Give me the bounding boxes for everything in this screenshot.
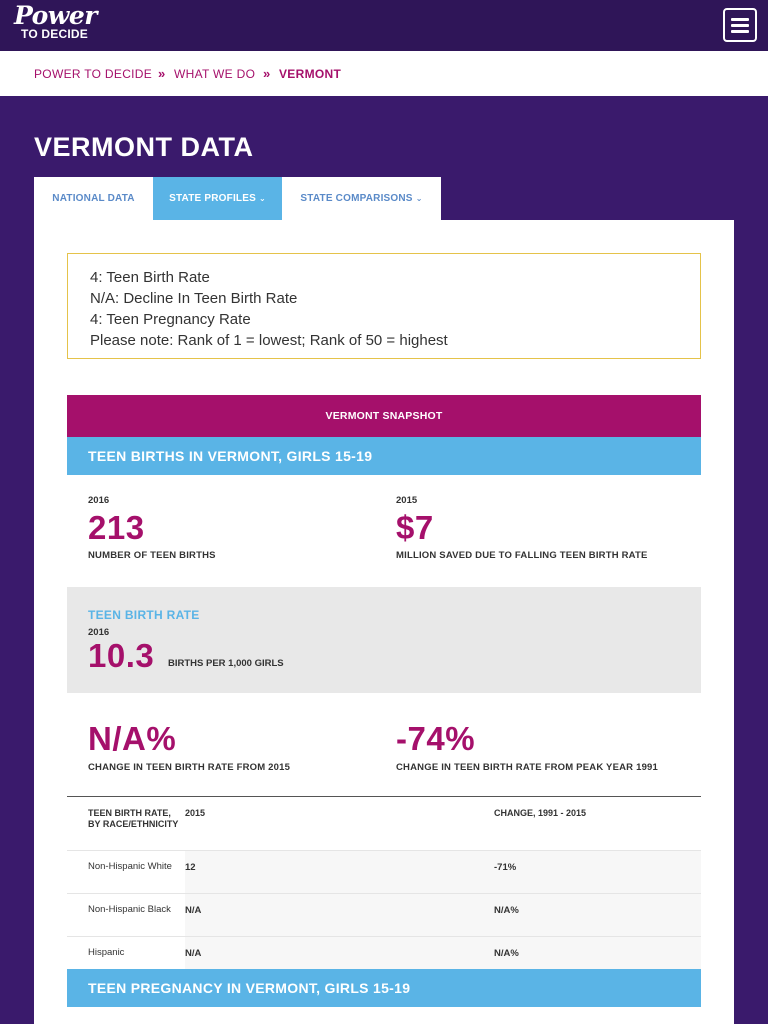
tab-state-profiles[interactable]: STATE PROFILES ⌄ bbox=[153, 177, 282, 220]
breadcrumb: POWER TO DECIDE » WHAT WE DO » VERMONT bbox=[0, 51, 768, 96]
table-cell-value: 12 bbox=[185, 851, 701, 893]
logo-text-top: Power bbox=[14, 1, 97, 30]
cell-value: 12 bbox=[185, 862, 196, 873]
rank-decline-teen-birth-rate: N/A: Decline In Teen Birth Rate bbox=[90, 290, 298, 307]
state-rankings-box: 4: Teen Birth Rate N/A: Decline In Teen … bbox=[67, 253, 701, 359]
breadcrumb-current: VERMONT bbox=[279, 67, 342, 81]
breadcrumb-what-we-do-link[interactable]: WHAT WE DO bbox=[174, 67, 256, 81]
stat-money-saved: 2015 $7 MILLION SAVED DUE TO FALLING TEE… bbox=[396, 495, 648, 561]
stat-label: CHANGE IN TEEN BIRTH RATE FROM 2015 bbox=[88, 762, 291, 773]
stat-change-from-2015: N/A% CHANGE IN TEEN BIRTH RATE FROM 2015 bbox=[88, 720, 291, 774]
teen-births-section-title: TEEN BIRTHS IN VERMONT, GIRLS 15-19 bbox=[67, 437, 701, 475]
rate-title: TEEN BIRTH RATE bbox=[88, 608, 200, 622]
top-header: Power TO DECIDE bbox=[0, 0, 768, 51]
cell-value: N/A bbox=[185, 948, 202, 959]
stat-value: N/A% bbox=[88, 720, 177, 757]
stat-value: 213 bbox=[88, 509, 145, 546]
power-to-decide-logo[interactable]: Power TO DECIDE bbox=[14, 1, 97, 41]
chevron-down-icon: ⌄ bbox=[258, 194, 266, 203]
table-cell-value: N/A bbox=[185, 937, 701, 970]
stat-change-from-1991: -74% CHANGE IN TEEN BIRTH RATE FROM PEAK… bbox=[396, 720, 659, 774]
table-cell-group: Hispanic bbox=[88, 947, 125, 958]
stat-year: 2015 bbox=[396, 495, 418, 506]
tab-label: NATIONAL DATA bbox=[52, 193, 135, 204]
table-cell-change: N/A% bbox=[494, 948, 519, 959]
table-row: N/A Non-Hispanic Black N/A% bbox=[67, 893, 701, 936]
tab-state-comparisons[interactable]: STATE COMPARISONS ⌄ bbox=[282, 177, 441, 220]
logo-text-bottom: TO DECIDE bbox=[21, 27, 88, 41]
table-row: N/A Hispanic N/A% bbox=[67, 936, 701, 970]
tab-label: STATE COMPARISONS bbox=[300, 193, 413, 204]
stat-value: -74% bbox=[396, 720, 476, 757]
breadcrumb-separator: » bbox=[263, 66, 271, 81]
snapshot-header: VERMONT SNAPSHOT bbox=[67, 395, 701, 437]
table-header-change: CHANGE, 1991 - 2015 bbox=[494, 808, 587, 818]
rate-year: 2016 bbox=[88, 627, 110, 638]
teen-birth-rate-box: TEEN BIRTH RATE 2016 10.3 BIRTHS PER 1,0… bbox=[67, 587, 701, 693]
page-title: VERMONT DATA bbox=[34, 132, 254, 162]
stat-label: NUMBER OF TEEN BIRTHS bbox=[88, 550, 216, 561]
stat-teen-births: 2016 213 NUMBER OF TEEN BIRTHS bbox=[88, 495, 216, 561]
breadcrumb-separator: » bbox=[158, 66, 166, 81]
table-cell-group: Non-Hispanic White bbox=[88, 861, 172, 872]
stat-year: 2016 bbox=[88, 495, 110, 506]
table-cell-change: N/A% bbox=[494, 905, 519, 916]
table-divider bbox=[67, 796, 701, 797]
rank-teen-birth-rate: 4: Teen Birth Rate bbox=[90, 269, 210, 286]
table-header-group: TEEN BIRTH RATE, BY RACE/ETHNICITY bbox=[88, 808, 179, 829]
cell-value: N/A bbox=[185, 905, 202, 916]
rate-unit: BIRTHS PER 1,000 GIRLS bbox=[168, 658, 284, 669]
rate-value: 10.3 bbox=[88, 637, 155, 674]
table-header-year: 2015 bbox=[185, 808, 206, 818]
tab-label: STATE PROFILES bbox=[169, 193, 256, 204]
breadcrumb-home-link[interactable]: POWER TO DECIDE bbox=[34, 67, 153, 81]
table-cell-value: N/A bbox=[185, 894, 701, 936]
stat-value: $7 bbox=[396, 509, 434, 546]
stat-label: CHANGE IN TEEN BIRTH RATE FROM PEAK YEAR… bbox=[396, 762, 659, 773]
data-tabs: NATIONAL DATA STATE PROFILES ⌄ STATE COM… bbox=[34, 177, 441, 220]
tab-national-data[interactable]: NATIONAL DATA bbox=[34, 177, 153, 220]
table-cell-change: -71% bbox=[494, 862, 517, 873]
teen-pregnancy-section-title: TEEN PREGNANCY IN VERMONT, GIRLS 15-19 bbox=[67, 969, 701, 1007]
rank-note: Please note: Rank of 1 = lowest; Rank of… bbox=[90, 332, 448, 349]
table-row: 12 Non-Hispanic White -71% bbox=[67, 850, 701, 893]
stat-label: MILLION SAVED DUE TO FALLING TEEN BIRTH … bbox=[396, 550, 648, 561]
chevron-down-icon: ⌄ bbox=[415, 194, 423, 203]
hamburger-menu-icon[interactable] bbox=[723, 8, 757, 42]
rank-teen-pregnancy-rate: 4: Teen Pregnancy Rate bbox=[90, 311, 251, 328]
table-cell-group: Non-Hispanic Black bbox=[88, 904, 171, 915]
